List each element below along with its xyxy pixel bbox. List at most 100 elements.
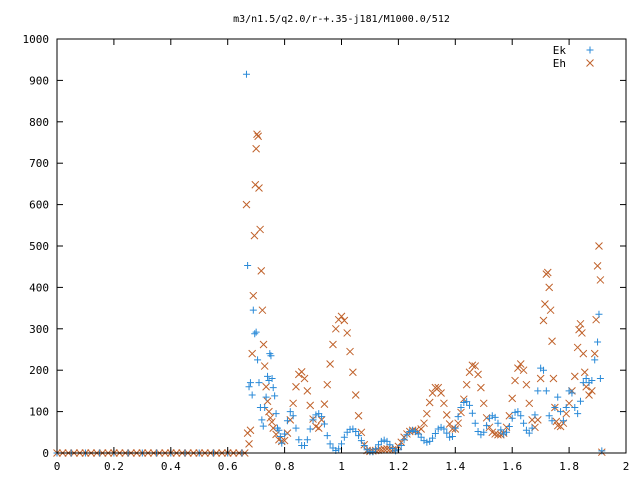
- data-point-eh: [337, 312, 346, 321]
- data-point-ek: [340, 433, 348, 441]
- data-point-ek: [494, 419, 502, 427]
- data-point-ek: [457, 403, 465, 411]
- y-tick-label: 300: [29, 323, 49, 336]
- data-point-ek: [471, 419, 479, 427]
- data-point-ek: [248, 391, 256, 399]
- data-point-eh: [314, 424, 323, 433]
- data-point-ek: [443, 429, 451, 437]
- data-point-eh: [245, 440, 253, 448]
- data-point-ek: [574, 410, 582, 418]
- data-point-eh: [249, 291, 258, 300]
- y-tick-label: 800: [29, 116, 49, 129]
- data-point-eh: [351, 391, 360, 399]
- data-point-ek: [258, 416, 266, 424]
- data-point-ek: [264, 372, 272, 380]
- data-point-ek: [440, 425, 448, 433]
- data-point-eh: [525, 399, 534, 408]
- data-point-ek: [596, 374, 604, 382]
- data-point-ek: [244, 261, 252, 269]
- data-point-ek: [281, 430, 289, 438]
- data-point-eh: [514, 364, 522, 372]
- data-point-ek: [545, 412, 553, 420]
- data-point-ek: [514, 408, 522, 416]
- data-point-ek: [520, 419, 528, 427]
- chart-title: m3/n1.5/q2.0/r-+.35-j181/M1000.0/512: [233, 14, 450, 25]
- data-point-ek: [451, 424, 459, 432]
- data-point-eh: [543, 268, 552, 277]
- data-point-ek: [503, 428, 511, 436]
- data-point-ek: [343, 428, 351, 436]
- data-point-ek: [400, 436, 408, 444]
- data-point-ek: [474, 427, 482, 435]
- data-point-ek: [576, 397, 584, 405]
- x-tick-label: 0.6: [218, 460, 238, 473]
- data-point-ek: [309, 416, 317, 424]
- data-point-ek: [246, 379, 254, 387]
- x-tick-label: 1: [338, 460, 345, 473]
- y-tick-label: 200: [29, 364, 49, 377]
- data-point-eh: [256, 225, 264, 234]
- data-point-ek: [491, 413, 499, 421]
- data-point-eh: [595, 242, 603, 250]
- data-point-eh: [553, 421, 562, 430]
- x-tick-label: 0: [54, 460, 61, 473]
- y-tick-label: 400: [29, 281, 49, 294]
- data-point-eh: [474, 370, 482, 379]
- data-point-eh: [422, 409, 431, 418]
- data-point-eh: [596, 276, 605, 284]
- data-point-ek: [275, 426, 283, 434]
- data-point-ek: [386, 441, 394, 449]
- data-point-eh: [420, 419, 428, 428]
- data-point-ek: [511, 408, 519, 416]
- data-point-ek: [249, 306, 257, 314]
- data-point-ek: [380, 436, 388, 444]
- data-point-eh: [259, 340, 268, 349]
- data-point-ek: [312, 411, 320, 419]
- data-point-eh: [578, 329, 586, 337]
- y-tick-label: 700: [29, 157, 49, 170]
- data-point-ek: [463, 398, 471, 406]
- x-tick-label: 0.8: [275, 460, 295, 473]
- data-point-eh: [508, 394, 517, 403]
- data-point-eh: [539, 316, 548, 325]
- data-point-ek: [409, 426, 417, 434]
- axes: 0 0.2 0.4 0.6 0.8 1 1.2 1.4 1.6 1.8 2 0 100 200 300 400…: [23, 33, 630, 473]
- data-point-ek: [276, 432, 284, 440]
- data-point-ek: [534, 387, 542, 395]
- data-point-ek: [357, 437, 365, 445]
- data-point-eh: [477, 383, 485, 392]
- data-point-eh: [437, 389, 445, 397]
- data-point-ek: [383, 437, 391, 445]
- data-points: [53, 70, 606, 457]
- data-point-eh: [257, 266, 266, 275]
- data-point-eh: [300, 374, 309, 383]
- data-point-ek: [254, 356, 262, 364]
- data-point-ek: [480, 428, 488, 436]
- data-point-ek: [301, 442, 309, 450]
- data-point-ek: [269, 384, 277, 392]
- data-point-eh: [283, 429, 292, 437]
- x-tick-label: 1.4: [445, 460, 465, 473]
- y-tick-label: 1000: [23, 33, 50, 46]
- data-point-ek: [335, 445, 343, 453]
- data-point-ek: [426, 437, 434, 445]
- data-point-ek: [582, 374, 590, 382]
- data-point-eh: [573, 343, 582, 352]
- data-point-ek: [446, 433, 454, 441]
- data-point-eh: [248, 349, 257, 358]
- data-point-ek: [320, 420, 328, 428]
- legend-marker-eh: [586, 59, 594, 67]
- data-point-eh: [536, 374, 545, 383]
- data-point-eh: [346, 347, 354, 356]
- y-tick-label: 0: [42, 447, 49, 460]
- data-point-eh: [479, 399, 488, 408]
- data-point-ek: [594, 338, 602, 346]
- data-point-ek: [262, 393, 270, 401]
- data-point-eh: [250, 231, 259, 240]
- data-point-eh: [519, 366, 528, 375]
- data-point-eh: [425, 398, 434, 407]
- data-point-ek: [267, 352, 275, 360]
- data-point-ek: [483, 422, 491, 430]
